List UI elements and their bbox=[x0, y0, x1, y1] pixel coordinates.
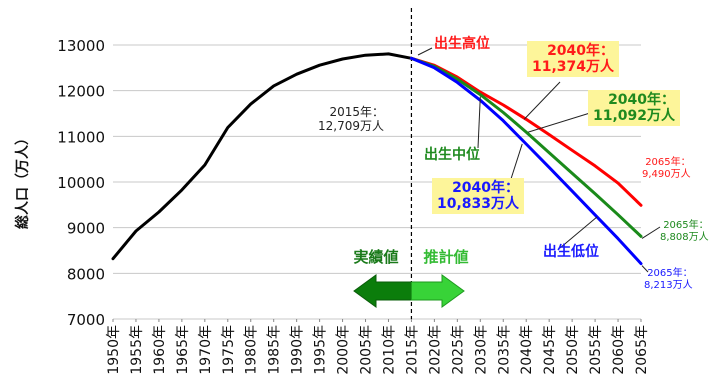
annotation-2015-line1: 2015年： bbox=[329, 105, 384, 119]
annotation-low-2065-line2: 8,213万人 bbox=[644, 279, 693, 291]
annotation-low-2040: 2040年： 10,833万人 bbox=[432, 178, 525, 215]
series-lines bbox=[111, 52, 643, 266]
x-tick-label: 1995年 bbox=[313, 325, 329, 375]
y-tick-label: 9000 bbox=[67, 220, 105, 238]
x-tick-label: 2065年 bbox=[634, 325, 650, 375]
x-tick-label: 2060年 bbox=[611, 325, 627, 375]
pointer-mid-2040 bbox=[528, 112, 591, 133]
arrow-left-actual bbox=[353, 274, 412, 308]
annotation-2015: 2015年： 12,709万人 bbox=[318, 105, 384, 134]
x-tick-label: 1970年 bbox=[198, 325, 214, 375]
arrow-right-projection bbox=[410, 274, 465, 308]
annotation-pointers bbox=[417, 47, 661, 273]
annotation-high-2040-line2: 11,374万人 bbox=[532, 59, 615, 76]
annotation-2015-line2: 12,709万人 bbox=[318, 118, 384, 133]
pointer-low-2040 bbox=[509, 143, 523, 183]
annotation-mid-2040-line2: 11,092万人 bbox=[593, 108, 676, 125]
x-tick-label: 1980年 bbox=[244, 325, 260, 375]
x-tick-label: 2045年 bbox=[542, 325, 558, 375]
x-tick-label: 2055年 bbox=[588, 325, 604, 375]
x-tick-label: 1960年 bbox=[152, 325, 168, 375]
x-tick-label: 2005年 bbox=[359, 325, 375, 375]
y-tick-label: 12000 bbox=[57, 83, 105, 101]
gridlines bbox=[112, 44, 642, 322]
y-tick-label: 8000 bbox=[67, 265, 105, 283]
y-tick-labels: 7000 8000 9000 10000 11000 12000 13000 bbox=[57, 37, 105, 329]
series-label-mid: 出生中位 bbox=[424, 147, 480, 163]
pointer-mid-label bbox=[477, 96, 481, 149]
pointer-high-label bbox=[417, 47, 433, 56]
x-tick-labels: 1950年 1955年 1960年 1965年 1970年 1975年 1980年 1985年… bbox=[106, 325, 650, 375]
annotation-high-2065-line2: 9,490万人 bbox=[642, 168, 691, 180]
pointer-low-2065 bbox=[641, 265, 649, 273]
annotation-low-2065-line1: 2065年： bbox=[647, 268, 693, 279]
annotation-mid-2065-line2: 8,808万人 bbox=[660, 231, 709, 243]
pointer-low-label bbox=[559, 216, 598, 249]
y-tick-label: 11000 bbox=[57, 128, 105, 146]
x-tick-label: 2040年 bbox=[519, 325, 535, 375]
x-tick-label: 2030年 bbox=[473, 325, 489, 375]
annotation-mid-2065: 2065年： 8,808万人 bbox=[660, 220, 709, 243]
annotation-mid-2065-line1: 2065年： bbox=[663, 220, 709, 231]
x-tick-label: 2035年 bbox=[496, 325, 512, 375]
y-tick-label: 10000 bbox=[57, 174, 105, 192]
annotation-low-2065: 2065年： 8,213万人 bbox=[644, 268, 693, 291]
pointer-high-2040 bbox=[523, 81, 561, 120]
actual-projection-arrows bbox=[353, 274, 465, 308]
y-axis-label: 総人口（万人） bbox=[14, 131, 31, 229]
series-line-low bbox=[409, 56, 643, 266]
x-tick-label: 2010年 bbox=[381, 325, 397, 375]
pointer-mid-2065 bbox=[641, 226, 661, 239]
series-line-actual bbox=[111, 52, 413, 261]
annotation-high-2065-line1: 2065年： bbox=[645, 157, 691, 168]
annotation-low-2040-line2: 10,833万人 bbox=[437, 196, 520, 213]
series-label-low: 出生低位 bbox=[543, 244, 599, 260]
actual-label: 実績値 bbox=[353, 248, 398, 266]
x-tick-label: 2050年 bbox=[565, 325, 581, 375]
x-tick-label: 1950年 bbox=[106, 325, 122, 375]
x-tick-label: 1955年 bbox=[129, 325, 145, 375]
series-line-mid bbox=[409, 56, 643, 238]
x-tick-label: 1985年 bbox=[267, 325, 283, 375]
x-tick-label: 2025年 bbox=[450, 325, 466, 375]
annotation-high-2040: 2040年： 11,374万人 bbox=[527, 41, 620, 78]
x-tick-label: 1975年 bbox=[221, 325, 237, 375]
annotation-high-2065: 2065年： 9,490万人 bbox=[642, 157, 691, 180]
series-label-high: 出生高位 bbox=[434, 36, 490, 52]
annotation-mid-2040-line1: 2040年： bbox=[608, 92, 676, 108]
x-tick-label: 2000年 bbox=[336, 325, 352, 375]
annotation-high-2040-line1: 2040年： bbox=[547, 43, 615, 59]
annotation-mid-2040: 2040年： 11,092万人 bbox=[588, 90, 681, 127]
x-tick-label: 2015年 bbox=[404, 325, 420, 375]
projection-label: 推計値 bbox=[423, 248, 468, 266]
x-tick-label: 1990年 bbox=[290, 325, 306, 375]
x-tick-label: 1965年 bbox=[175, 325, 191, 375]
y-tick-label: 13000 bbox=[57, 37, 105, 55]
annotation-low-2040-line1: 2040年： bbox=[452, 180, 520, 196]
x-tick-label: 2020年 bbox=[427, 325, 443, 375]
y-tick-label: 7000 bbox=[67, 311, 105, 329]
